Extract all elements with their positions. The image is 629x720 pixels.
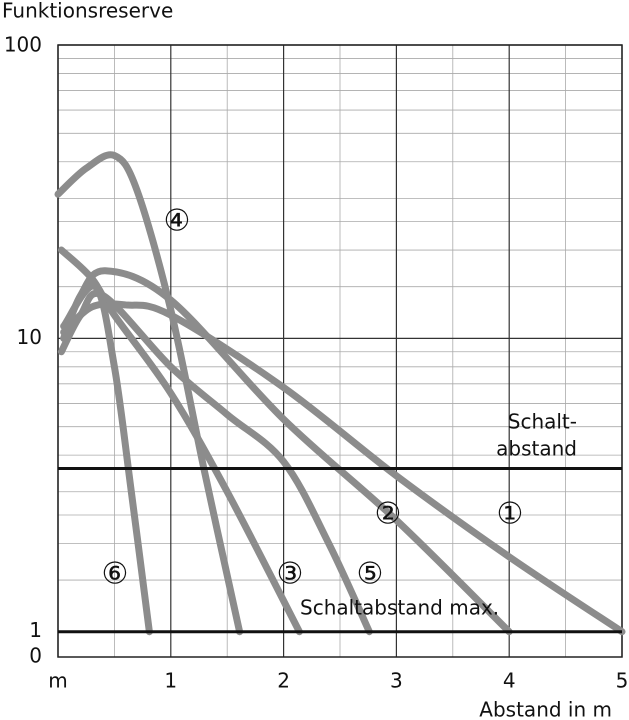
curve: [57, 246, 303, 636]
x-tick-label: 5: [616, 669, 629, 693]
y-tick-label: 1: [29, 618, 42, 642]
y-origin-label: 0: [29, 644, 42, 668]
curve-label: ②: [375, 497, 402, 532]
curve-label: ⑤: [357, 557, 384, 592]
y-tick-label: 100: [4, 33, 42, 57]
curve-label: ①: [497, 497, 524, 532]
x-tick-label: 2: [277, 669, 290, 693]
curve: [57, 289, 373, 636]
curve-label: ⑥: [102, 557, 129, 592]
x-tick-label: 3: [390, 669, 403, 693]
reference-label: abstand: [496, 437, 577, 461]
curve-label: ④: [164, 204, 191, 239]
x-tick-label: m: [48, 669, 67, 693]
curve: [60, 282, 153, 636]
y-tick-label: 10: [17, 325, 42, 349]
curve: [54, 151, 244, 636]
x-tick-label: 1: [164, 669, 177, 693]
x-axis-label: Abstand in m: [479, 698, 612, 720]
curve-label: ③: [277, 557, 304, 592]
x-tick-label: 4: [503, 669, 516, 693]
reference-label: Schalt-: [508, 410, 577, 434]
reference-label: Schaltabstand max.: [300, 596, 499, 620]
y-axis-label: Funktionsreserve: [2, 0, 173, 23]
